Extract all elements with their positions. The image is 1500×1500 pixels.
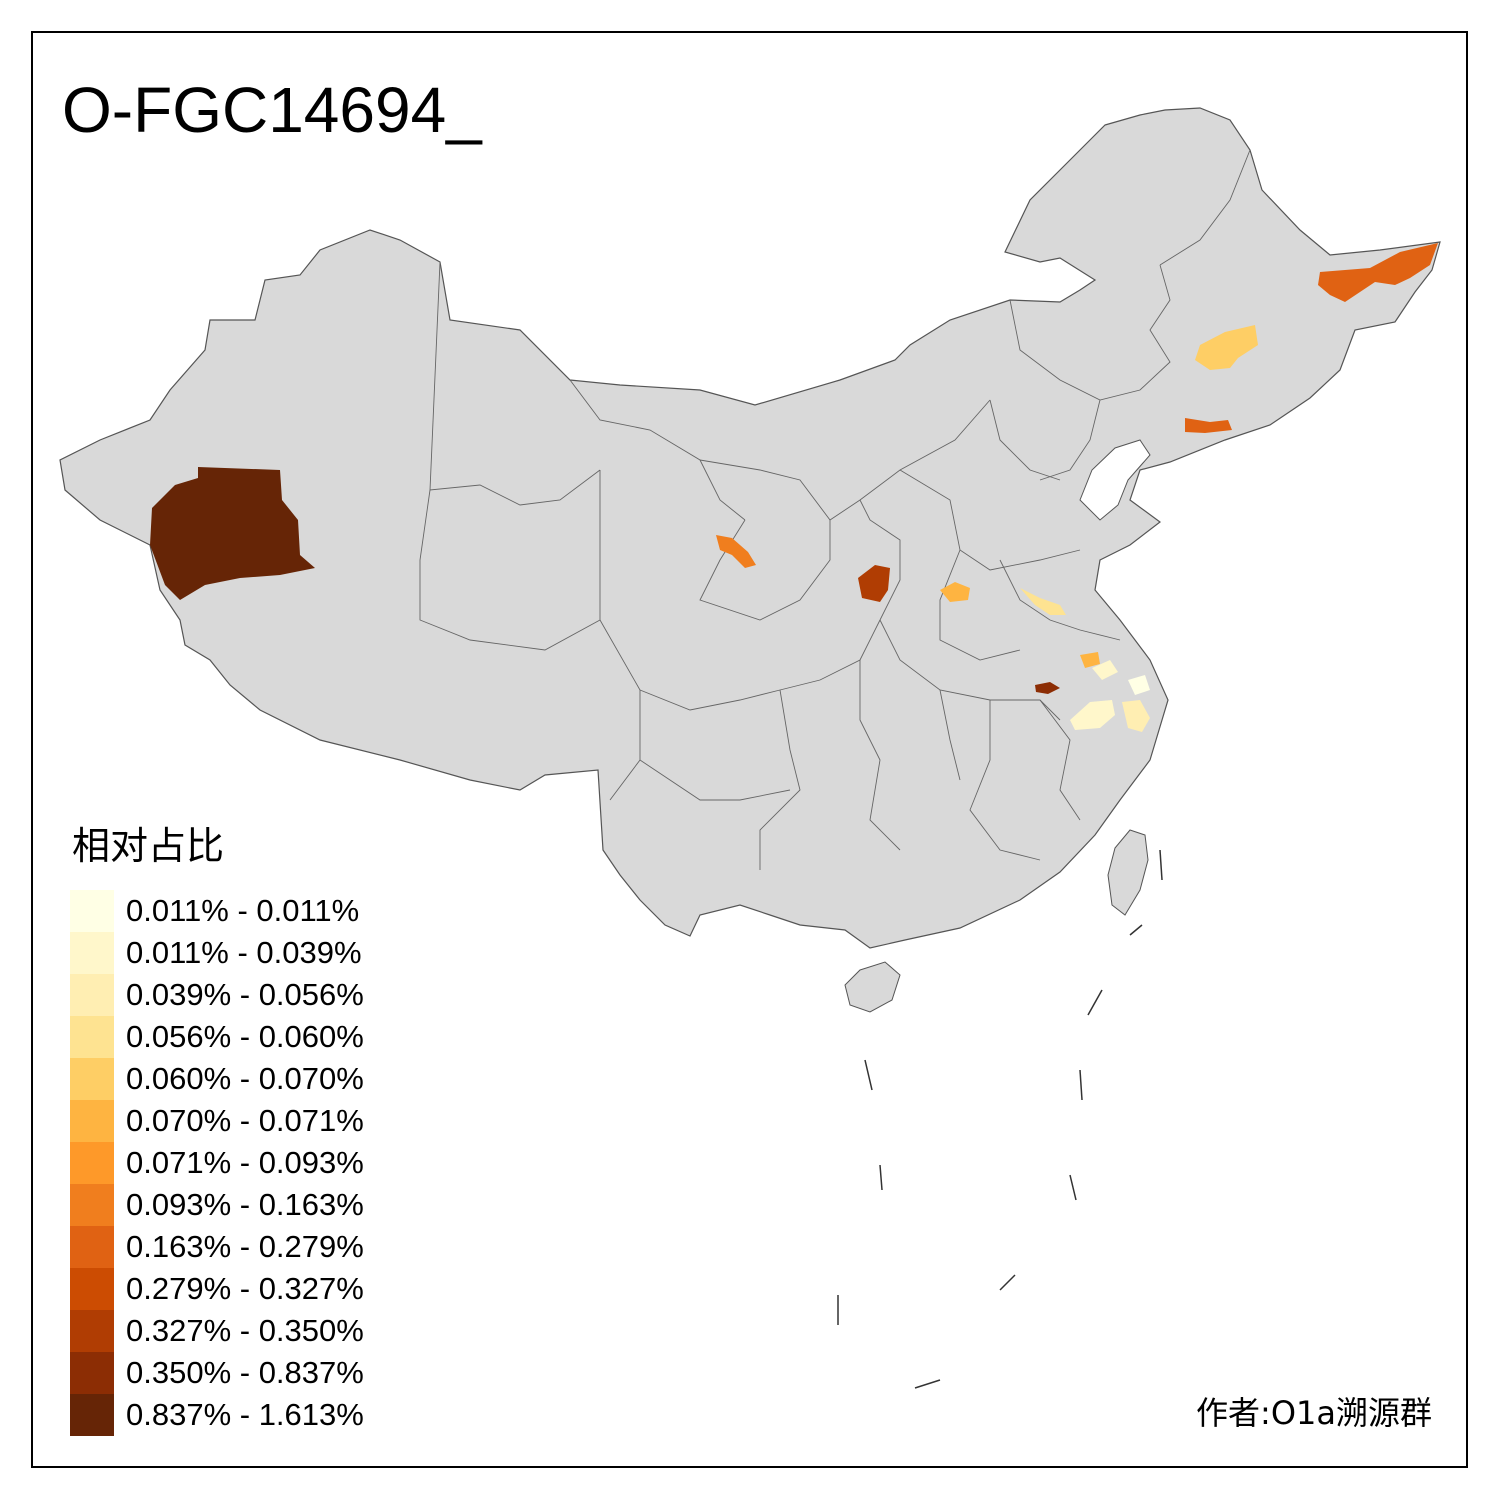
legend-item: 0.060% - 0.070%	[70, 1058, 364, 1100]
legend-swatch	[70, 1310, 114, 1352]
legend-item: 0.279% - 0.327%	[70, 1268, 364, 1310]
taiwan-island	[1107, 829, 1149, 916]
legend-label: 0.070% - 0.071%	[126, 1103, 364, 1138]
region-shandong	[1020, 588, 1066, 615]
legend: 相对占比 0.011% - 0.011% 0.011% - 0.039% 0.039…	[70, 815, 364, 1436]
region-heilongjiang	[1318, 243, 1438, 302]
map-frame	[31, 31, 1468, 1468]
region-gansu	[716, 535, 756, 568]
legend-swatch	[70, 1268, 114, 1310]
legend-item: 0.011% - 0.039%	[70, 932, 364, 974]
legend-label: 0.093% - 0.163%	[126, 1187, 364, 1222]
south-sea-dashes	[837, 849, 1163, 1389]
region-jilin	[1195, 325, 1258, 370]
legend-swatch	[70, 1058, 114, 1100]
region-jiangsu-south	[1092, 660, 1118, 680]
map-title: O-FGC14694_	[62, 74, 482, 146]
region-anhui	[1035, 682, 1060, 694]
legend-item: 0.070% - 0.071%	[70, 1100, 364, 1142]
legend-label: 0.039% - 0.056%	[126, 977, 364, 1012]
legend-item: 0.327% - 0.350%	[70, 1310, 364, 1352]
region-zhejiang-north	[1070, 700, 1115, 730]
legend-swatch	[70, 1184, 114, 1226]
legend-item: 0.837% - 1.613%	[70, 1394, 364, 1436]
region-henan	[940, 582, 970, 602]
legend-label: 0.056% - 0.060%	[126, 1019, 364, 1054]
legend-label: 0.163% - 0.279%	[126, 1229, 364, 1264]
legend-swatch	[70, 1226, 114, 1268]
legend-label: 0.011% - 0.011%	[126, 893, 360, 928]
region-zhejiang-east	[1122, 700, 1150, 732]
region-shanghai	[1128, 675, 1150, 695]
legend-items: 0.011% - 0.011% 0.011% - 0.039% 0.039% - 0…	[70, 890, 364, 1436]
legend-item: 0.350% - 0.837%	[70, 1352, 364, 1394]
legend-swatch	[70, 974, 114, 1016]
legend-swatch	[70, 932, 114, 974]
mainland-outline	[59, 107, 1441, 949]
legend-swatch	[70, 1352, 114, 1394]
legend-item: 0.011% - 0.011%	[70, 890, 364, 932]
legend-item: 0.039% - 0.056%	[70, 974, 364, 1016]
region-shaanxi	[858, 565, 890, 602]
legend-item: 0.093% - 0.163%	[70, 1184, 364, 1226]
bohai-sea	[1079, 439, 1151, 521]
author-credit: 作者:O1a溯源群	[1196, 1394, 1432, 1432]
legend-item: 0.056% - 0.060%	[70, 1016, 364, 1058]
legend-label: 0.011% - 0.039%	[126, 935, 362, 970]
province-borders	[419, 149, 1251, 870]
legend-swatch	[70, 890, 114, 932]
legend-swatch	[70, 1016, 114, 1058]
legend-label: 0.071% - 0.093%	[126, 1145, 364, 1180]
highlighted-regions	[150, 243, 1438, 732]
region-liaoning	[1185, 418, 1232, 433]
legend-label: 0.279% - 0.327%	[126, 1271, 364, 1306]
legend-label: 0.350% - 0.837%	[126, 1355, 364, 1390]
legend-label: 0.327% - 0.350%	[126, 1313, 364, 1348]
legend-title: 相对占比	[72, 824, 225, 868]
legend-item: 0.071% - 0.093%	[70, 1142, 364, 1184]
legend-label: 0.060% - 0.070%	[126, 1061, 364, 1096]
region-jiangsu	[1080, 652, 1100, 668]
legend-swatch	[70, 1142, 114, 1184]
region-xinjiang-kashgar	[150, 467, 315, 600]
legend-swatch	[70, 1394, 114, 1436]
legend-label: 0.837% - 1.613%	[126, 1397, 364, 1432]
legend-swatch	[70, 1100, 114, 1142]
hainan-island	[844, 961, 901, 1013]
legend-item: 0.163% - 0.279%	[70, 1226, 364, 1268]
